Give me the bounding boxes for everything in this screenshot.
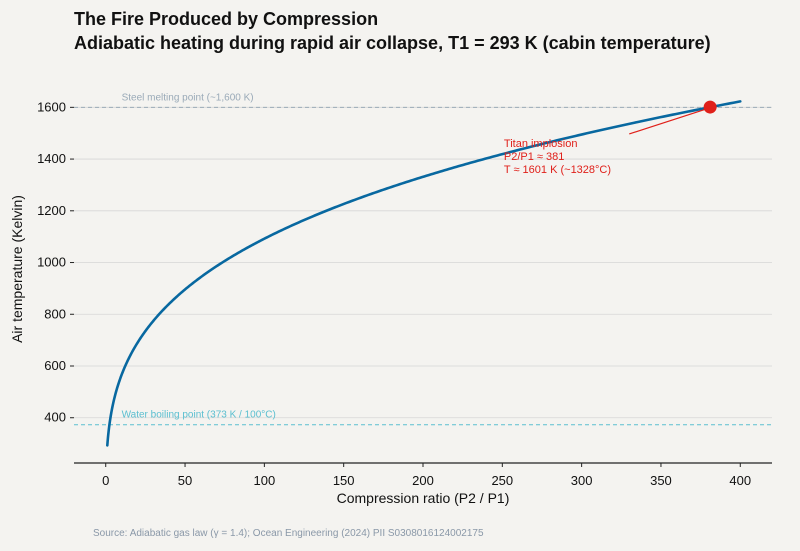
reference-line-label: Steel melting point (~1,600 K): [122, 92, 254, 103]
x-axis-label: Compression ratio (P2 / P1): [337, 490, 510, 506]
highlight-point: [703, 100, 717, 114]
x-tick-label: 100: [254, 473, 276, 488]
reference-lines: Steel melting point (~1,600 K) Water boil…: [74, 92, 772, 426]
x-tick-label: 0: [102, 473, 109, 488]
x-tick-label: 50: [178, 473, 192, 488]
reference-line-label: Water boiling point (373 K / 100°C): [122, 410, 276, 421]
chart-subtitle: Adiabatic heating during rapid air colla…: [74, 33, 711, 53]
annotation-layer: Titan implosion P2/P1 ≈ 381 T ≈ 1601 K (~1…: [504, 100, 717, 176]
y-tick-label: 800: [44, 306, 66, 321]
y-axis-label: Air temperature (Kelvin): [9, 195, 25, 343]
y-tick-label: 400: [44, 410, 66, 425]
annotation-line: Titan implosion: [504, 138, 578, 150]
temperature-curve: [106, 100, 742, 447]
y-tick-label: 1000: [37, 255, 66, 270]
series-layer: [106, 100, 742, 447]
annotation-line: P2/P1 ≈ 381: [504, 151, 564, 163]
annotation-line: T ≈ 1601 K (~1328°C): [504, 164, 611, 176]
x-tick-label: 200: [412, 473, 434, 488]
axes: 400 600 800 1000 1200 1400 1600 0 50 100 150 200 250…: [9, 99, 772, 506]
source-note: Source: Adiabatic gas law (γ = 1.4); Oce…: [93, 528, 484, 539]
annotation-arrow: [629, 108, 707, 135]
x-tick-label: 400: [729, 473, 751, 488]
x-tick-label: 300: [571, 473, 593, 488]
chart-title: The Fire Produced by Compression: [74, 9, 379, 29]
x-tick-label: 250: [491, 473, 513, 488]
y-tick-label: 1400: [37, 151, 66, 166]
x-tick-label: 350: [650, 473, 672, 488]
y-tick-label: 1600: [37, 99, 66, 114]
y-tick-label: 1200: [37, 203, 66, 218]
grid-lines: [74, 106, 772, 419]
y-tick-label: 600: [44, 358, 66, 373]
x-tick-label: 150: [333, 473, 355, 488]
annotation-text: Titan implosion P2/P1 ≈ 381 T ≈ 1601 K (~1…: [504, 138, 611, 176]
